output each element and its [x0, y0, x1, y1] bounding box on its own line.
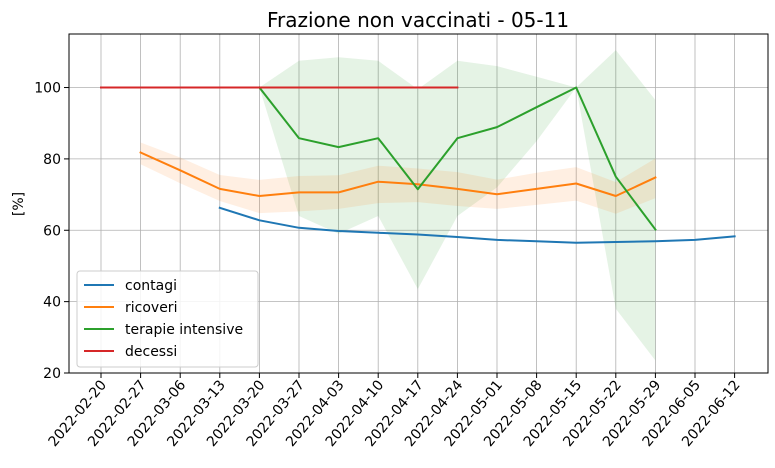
- legend: contagi ricoveri terapie intensive decessi: [76, 270, 259, 368]
- y-tick-label: 80: [43, 152, 61, 168]
- legend-label: terapie intensive: [125, 322, 243, 338]
- y-axis-label: [%]: [11, 192, 27, 216]
- y-tick-label: 100: [34, 81, 61, 97]
- legend-label: ricoveri: [125, 300, 177, 316]
- y-tick-label: 20: [43, 366, 61, 382]
- y-tick-label: 40: [43, 295, 61, 311]
- legend-label: decessi: [125, 344, 177, 360]
- y-tick-label: 60: [43, 223, 61, 239]
- line-contagi: [218, 206, 736, 244]
- plot-frame: [68, 33, 769, 374]
- line-ricoveri: [139, 151, 657, 197]
- line-terapie-intensive: [257, 86, 657, 231]
- series-lines: [100, 86, 736, 244]
- x-axis: 2022-02-202022-02-272022-03-062022-03-13…: [46, 373, 744, 450]
- legend-label: contagi: [125, 278, 177, 294]
- y-axis: 20 40 60 80 100: [34, 81, 69, 382]
- band-terapie-intensive: [259, 50, 656, 361]
- chart-title: Frazione non vaccinati - 05-11: [267, 8, 569, 32]
- legend-box: [76, 270, 259, 368]
